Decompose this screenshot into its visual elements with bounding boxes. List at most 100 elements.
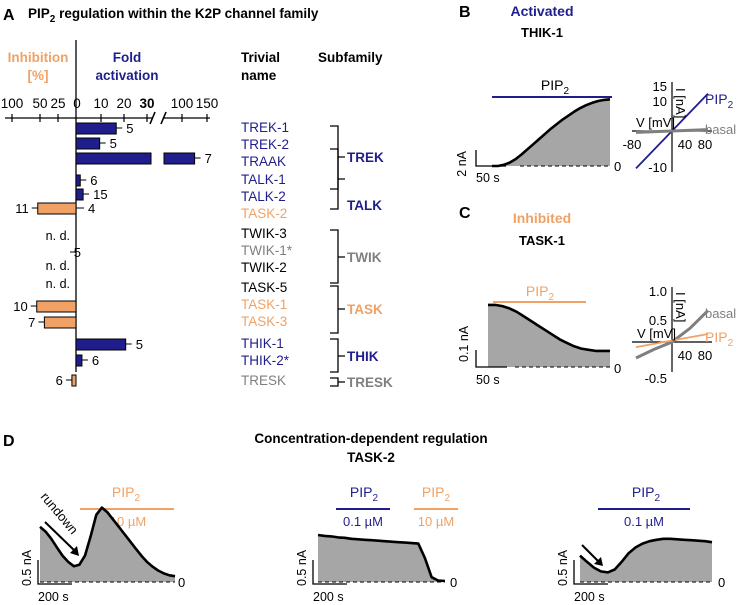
- d2-scalebar: [312, 560, 347, 585]
- trace-b: [492, 98, 611, 168]
- n-label: 7: [205, 151, 212, 166]
- iv-series-basal: [635, 128, 709, 134]
- nd-labels: n. d. n. d. n. d.: [46, 229, 70, 291]
- channel-name: TASK-1: [241, 297, 287, 312]
- iv-c-xtick-80: 80: [698, 348, 712, 363]
- panel-c-label: Inhibited: [513, 210, 571, 226]
- channel-name: TWIK-1*: [241, 243, 293, 258]
- rundown-arrowhead: [70, 546, 79, 556]
- bar: [75, 137, 101, 150]
- panel-c: C Inhibited TASK-1 PIP2 0 0.1 nA 50 s 1.…: [457, 205, 736, 387]
- iv-b-xtick-40: 40: [678, 137, 692, 152]
- tick-0: 0: [73, 96, 81, 111]
- n-label: 15: [93, 187, 107, 202]
- scale-x-c: 50 s: [476, 373, 500, 387]
- pip2-label-c: PIP2: [526, 283, 555, 303]
- axis-tick-labels: 100 50 25 0 10 20 30 100 150: [1, 96, 219, 111]
- iv-c-xtick-40: 40: [678, 348, 692, 363]
- panel-b: B Activated THIK-1 PIP2 0 2 nA 50 s 15 1…: [455, 3, 736, 185]
- d2-pip2-label-1: PIP2: [350, 484, 379, 504]
- bracket-tresk: [330, 377, 345, 387]
- panel-d-letter: D: [3, 433, 15, 450]
- trace-line: [317, 533, 446, 583]
- n-label: 6: [92, 353, 99, 368]
- nd-label-twik2: n. d.: [46, 259, 70, 273]
- n-label: 10: [13, 299, 27, 314]
- trace-d2: [317, 533, 446, 583]
- panel-d: D Concentration-dependent regulation TAS…: [3, 431, 725, 604]
- d2-scale-x: 200 s: [313, 590, 344, 604]
- iv-c-ylabel: I [nA]: [673, 292, 688, 322]
- panel-b-label: Activated: [510, 3, 573, 19]
- d3-scale-y: 0.5 nA: [556, 549, 570, 586]
- bar: [71, 374, 77, 387]
- d2-conc-2: 10 µM: [418, 514, 454, 529]
- scalebar-c: [475, 350, 507, 368]
- channel-name: TASK-2: [241, 206, 287, 221]
- d3-scale-x: 200 s: [574, 590, 605, 604]
- iv-b-ytick-neg10: -10: [648, 160, 667, 175]
- bracket-task: [330, 285, 345, 334]
- trace-d1: [39, 506, 176, 582]
- d2-pip2-label-2: PIP2: [422, 484, 451, 504]
- tick-50: 50: [32, 96, 47, 111]
- channel-name: TASK-5: [241, 280, 287, 295]
- iv-c-pip2-label: PIP2: [705, 329, 734, 349]
- channel-name: TALK-1: [241, 172, 286, 187]
- d2-zero-label: 0: [450, 575, 457, 590]
- bar: [75, 122, 117, 135]
- activation-label: Fold: [113, 50, 142, 65]
- tick-30: 30: [139, 96, 154, 111]
- bar-broken-part: [163, 152, 196, 165]
- iv-b-xtick-neg80: -80: [623, 137, 642, 152]
- trace-fill: [488, 304, 610, 367]
- n-label: 5: [126, 121, 133, 136]
- bar: [75, 338, 127, 351]
- d3-arrowhead: [594, 557, 603, 566]
- pip2-label-b: PIP2: [541, 77, 570, 97]
- d3-arrow: [581, 544, 600, 563]
- tick-10: 10: [93, 96, 108, 111]
- tick-25: 25: [50, 96, 65, 111]
- scale-y-c: 0.1 nA: [457, 325, 471, 362]
- scalebar-b: [475, 150, 506, 167]
- zero-label-c: 0: [614, 361, 621, 376]
- iv-b-pip2-label: PIP2: [705, 91, 734, 111]
- scale-x-b: 50 s: [476, 171, 500, 185]
- iv-c-basal-label: basal: [705, 306, 736, 321]
- trace-fill: [40, 507, 175, 582]
- bar: [75, 354, 83, 367]
- trivial-name-header: Trivial: [241, 50, 280, 65]
- bar: [75, 152, 152, 165]
- iv-c-xlabel: V [mV]: [637, 326, 676, 341]
- activation-label-2: activation: [95, 68, 158, 83]
- bar: [37, 202, 77, 215]
- trace-c: [488, 303, 610, 367]
- trace-line: [488, 303, 610, 353]
- trace-fill: [492, 99, 610, 166]
- panel-d-title: Concentration-dependent regulation: [254, 431, 487, 446]
- d2-scale-y: 0.5 nA: [295, 549, 309, 586]
- trace-line: [492, 98, 611, 168]
- iv-b-xtick-80: 80: [698, 137, 712, 152]
- trace-d3: [579, 537, 713, 582]
- bracket-talk: [330, 148, 345, 210]
- channel-name: TREK-2: [241, 137, 289, 152]
- n-label: 4: [88, 201, 95, 216]
- panel-d-channel: TASK-2: [347, 450, 395, 465]
- subfamily-brackets: [330, 125, 345, 387]
- tick-150: 150: [196, 96, 219, 111]
- n-label: 6: [56, 373, 63, 388]
- trace-line: [579, 537, 713, 574]
- channel-name: TRAAK: [241, 154, 286, 169]
- axis-ticks: [11, 114, 208, 122]
- panel-a: A PIP2 regulation within the K2P channel…: [1, 6, 393, 390]
- rundown-arrow: [44, 521, 77, 553]
- scale-y-b: 2 nA: [455, 150, 469, 176]
- n-label: 5: [110, 136, 117, 151]
- panel-b-letter: B: [459, 4, 471, 21]
- axis-break-mark-2: [160, 111, 167, 125]
- channel-name: TWIK-2: [241, 260, 287, 275]
- channel-names: TREK-1 TREK-2 TRAAK TALK-1 TALK-2 TASK-2 TWIK-…: [241, 120, 293, 388]
